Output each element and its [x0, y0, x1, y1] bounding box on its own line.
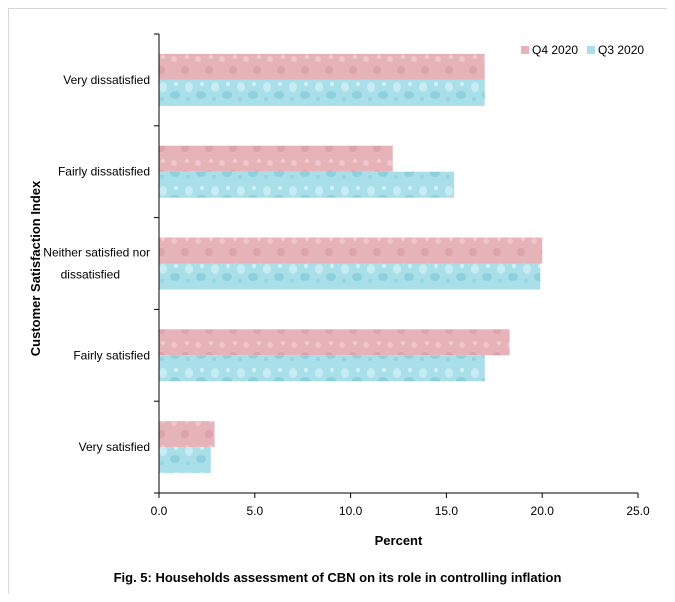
legend: Q4 2020 Q3 2020	[521, 43, 644, 57]
legend-swatch-q4-2020	[521, 46, 529, 54]
category-label-fairly-dissatisfied: Fairly dissatisfied	[58, 165, 150, 179]
bar-q3-2020-fairly-satisfied	[159, 355, 485, 382]
x-tick-label: 10.0	[339, 504, 363, 518]
bar-q4-2020-very-satisfied	[159, 421, 215, 448]
bar-q4-2020-neither-satisfied-nor-dissatisfied	[159, 237, 543, 264]
x-tick-label: 20.0	[531, 504, 555, 518]
chart-frame	[8, 8, 667, 594]
bar-q3-2020-very-satisfied	[159, 447, 211, 474]
category-label-fairly-satisfied: Fairly satisfied	[73, 348, 150, 362]
figure-caption: Fig. 5: Households assessment of CBN on …	[113, 570, 562, 585]
legend-swatch-q3-2020	[587, 46, 595, 54]
x-tick-label: 25.0	[626, 504, 650, 518]
bar-q4-2020-fairly-dissatisfied	[159, 145, 393, 172]
x-tick-label: 5.0	[246, 504, 263, 518]
bar-q3-2020-very-dissatisfied	[159, 79, 485, 106]
legend-label-q3-2020: Q3 2020	[598, 43, 644, 57]
x-axis-title: Percent	[375, 533, 423, 548]
bar-chart: 0.0 5.0 10.0 15.0 20.0 25.0 Very dissatisfied F…	[28, 33, 650, 548]
category-label-very-dissatisfied: Very dissatisfied	[63, 73, 150, 87]
bar-q3-2020-neither-satisfied-nor-dissatisfied	[159, 263, 541, 290]
bar-q4-2020-fairly-satisfied	[159, 329, 510, 356]
bar-q3-2020-fairly-dissatisfied	[159, 171, 455, 198]
bar-q4-2020-very-dissatisfied	[159, 53, 485, 80]
y-axis-title: Customer Satisfaction Index	[28, 180, 43, 356]
category-label-neither-satisfied-nor-dissatisfied: Neither satisfied nor dissatisfied	[43, 246, 150, 282]
category-label-very-satisfied: Very satisfied	[79, 440, 150, 454]
legend-label-q4-2020: Q4 2020	[532, 43, 578, 57]
x-tick-label: 15.0	[435, 504, 459, 518]
x-tick-label: 0.0	[151, 504, 168, 518]
